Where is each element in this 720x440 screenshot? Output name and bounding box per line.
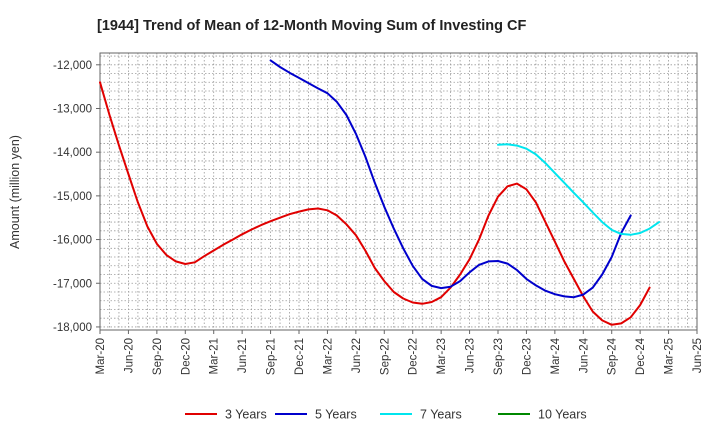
- plot-area: [99, 52, 698, 331]
- x-tick-label: Dec-20: [180, 338, 192, 375]
- x-tick-label: Dec-22: [408, 338, 420, 375]
- x-tick-label: Dec-23: [521, 338, 533, 375]
- x-tick-label: Jun-25: [692, 338, 704, 373]
- x-tick-label: Mar-22: [322, 338, 334, 374]
- x-tick-label: Dec-24: [635, 337, 647, 375]
- x-tick-label: Jun-24: [578, 337, 590, 373]
- legend-label-10-years[interactable]: 10 Years: [538, 408, 587, 422]
- x-tick-label: Sep-23: [493, 338, 505, 375]
- series-line-5-years: [269, 59, 632, 299]
- y-tick-label: -16,000: [53, 235, 92, 247]
- x-tick-label: Sep-24: [607, 337, 619, 375]
- y-tick-label: -15,000: [53, 191, 92, 203]
- x-tick-label: Mar-23: [436, 338, 448, 374]
- series-line-7-years: [497, 143, 661, 236]
- x-tick-label: Sep-22: [379, 338, 391, 375]
- plot-frame: [99, 52, 698, 331]
- y-axis-label: Amount (million yen): [8, 135, 22, 249]
- legend[interactable]: 3 Years 5 Years 7 Years 10 Years: [185, 408, 587, 422]
- y-tick-label: -12,000: [53, 60, 92, 72]
- series-lines: [99, 59, 661, 326]
- y-tick-label: -13,000: [53, 103, 92, 115]
- series-line-3-years: [99, 81, 651, 326]
- x-axis-ticks: Mar-20 Jun-20 Sep-20 Dec-20 Mar-21 Jun-21 Sep-…: [95, 330, 704, 375]
- legend-label-3-years[interactable]: 3 Years: [225, 408, 267, 422]
- chart-title: [1944] Trend of Mean of 12-Month Moving …: [97, 18, 527, 34]
- x-tick-label: Dec-21: [294, 338, 306, 375]
- y-tick-label: -18,000: [53, 322, 92, 334]
- x-tick-label: Sep-21: [266, 338, 278, 375]
- x-tick-label: Mar-21: [209, 338, 221, 374]
- x-tick-label: Jun-20: [123, 338, 135, 373]
- y-tick-label: -17,000: [53, 278, 92, 290]
- legend-label-5-years[interactable]: 5 Years: [315, 408, 357, 422]
- x-tick-label: Mar-25: [664, 338, 676, 374]
- x-tick-label: Mar-20: [95, 338, 107, 374]
- y-tick-label: -14,000: [53, 147, 92, 159]
- x-tick-label: Mar-24: [550, 337, 562, 374]
- y-axis-ticks: -12,000 -13,000 -14,000 -15,000 -16,000 -17,0…: [53, 60, 100, 334]
- x-tick-label: Jun-21: [237, 338, 249, 373]
- legend-label-7-years[interactable]: 7 Years: [420, 408, 462, 422]
- x-tick-label: Jun-22: [351, 338, 363, 373]
- x-tick-label: Jun-23: [465, 338, 477, 373]
- x-tick-label: Sep-20: [152, 338, 164, 375]
